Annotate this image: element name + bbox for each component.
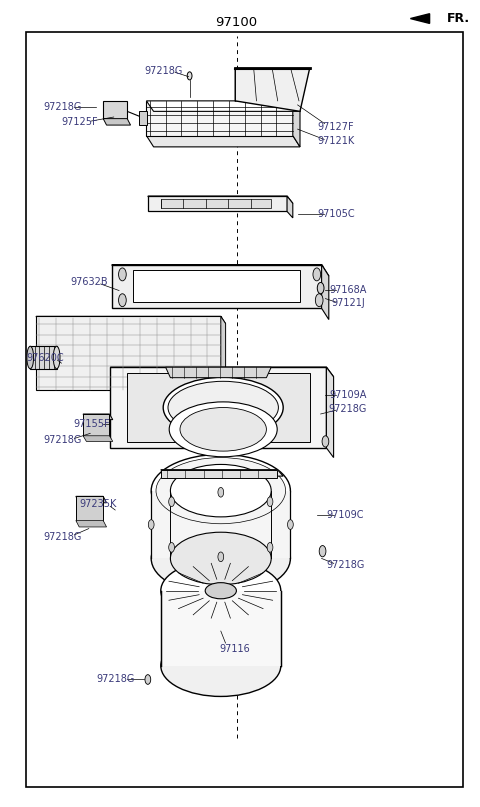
Circle shape — [313, 268, 321, 281]
Ellipse shape — [53, 346, 60, 369]
Polygon shape — [161, 470, 283, 476]
Text: 97125F: 97125F — [61, 117, 97, 127]
Text: 97218G: 97218G — [329, 404, 367, 414]
Text: 97218G: 97218G — [43, 532, 82, 541]
Ellipse shape — [180, 408, 266, 451]
Polygon shape — [112, 265, 322, 308]
Ellipse shape — [169, 402, 277, 457]
Text: 97620C: 97620C — [27, 353, 64, 363]
Text: 97168A: 97168A — [329, 285, 367, 295]
Circle shape — [168, 542, 174, 552]
Polygon shape — [166, 367, 271, 378]
Text: 97218G: 97218G — [326, 560, 365, 570]
Circle shape — [168, 497, 174, 507]
Text: 97218G: 97218G — [144, 66, 182, 76]
Polygon shape — [161, 199, 271, 208]
Ellipse shape — [151, 522, 290, 595]
Polygon shape — [103, 119, 131, 125]
Polygon shape — [36, 316, 226, 324]
Text: 97109A: 97109A — [329, 391, 367, 400]
Circle shape — [218, 552, 224, 562]
Ellipse shape — [161, 560, 281, 621]
Polygon shape — [139, 111, 147, 125]
Circle shape — [322, 436, 329, 447]
Polygon shape — [127, 373, 310, 442]
Circle shape — [267, 542, 273, 552]
Polygon shape — [110, 367, 334, 377]
Polygon shape — [287, 196, 293, 218]
Ellipse shape — [161, 635, 281, 696]
Text: 97218G: 97218G — [96, 675, 134, 684]
Polygon shape — [410, 14, 430, 23]
Circle shape — [119, 268, 126, 281]
Polygon shape — [83, 436, 113, 441]
Text: 97235K: 97235K — [80, 500, 117, 509]
Polygon shape — [83, 414, 113, 420]
Polygon shape — [293, 101, 300, 147]
Ellipse shape — [156, 458, 286, 524]
FancyBboxPatch shape — [26, 32, 463, 787]
Ellipse shape — [205, 583, 236, 599]
Polygon shape — [30, 346, 57, 369]
Circle shape — [319, 546, 326, 557]
Polygon shape — [133, 270, 300, 302]
Polygon shape — [322, 265, 329, 320]
Polygon shape — [83, 414, 109, 436]
Polygon shape — [148, 196, 293, 203]
Polygon shape — [76, 496, 103, 521]
Text: 97100: 97100 — [216, 16, 258, 29]
Polygon shape — [146, 101, 300, 111]
Ellipse shape — [163, 378, 283, 438]
Text: 97632B: 97632B — [70, 278, 108, 287]
Ellipse shape — [170, 464, 271, 517]
Text: 97127F: 97127F — [318, 122, 354, 132]
Circle shape — [119, 294, 126, 307]
Text: 97116: 97116 — [220, 644, 251, 654]
Polygon shape — [326, 367, 334, 458]
Text: 97155F: 97155F — [73, 420, 109, 429]
Circle shape — [267, 497, 273, 507]
Polygon shape — [112, 265, 329, 276]
Circle shape — [315, 294, 323, 307]
Polygon shape — [161, 591, 281, 666]
Polygon shape — [146, 136, 300, 147]
Ellipse shape — [151, 454, 290, 527]
Polygon shape — [151, 491, 290, 558]
Polygon shape — [221, 316, 226, 397]
Polygon shape — [110, 367, 326, 448]
Polygon shape — [76, 521, 107, 527]
Circle shape — [148, 520, 154, 529]
Circle shape — [317, 282, 324, 294]
Text: 97218G: 97218G — [43, 102, 82, 111]
Circle shape — [187, 72, 192, 80]
Circle shape — [145, 675, 151, 684]
Polygon shape — [235, 69, 310, 111]
Text: 97105C: 97105C — [317, 209, 355, 219]
Polygon shape — [103, 101, 127, 119]
Polygon shape — [36, 316, 221, 390]
Polygon shape — [148, 196, 287, 211]
Text: 97109C: 97109C — [327, 510, 364, 520]
Circle shape — [218, 487, 224, 497]
Text: 97121J: 97121J — [331, 299, 365, 308]
Text: 97121K: 97121K — [317, 136, 355, 146]
Polygon shape — [161, 470, 277, 478]
Text: FR.: FR. — [446, 12, 469, 25]
Ellipse shape — [170, 533, 271, 584]
Text: 97218G: 97218G — [43, 435, 82, 445]
Ellipse shape — [168, 382, 278, 434]
Polygon shape — [146, 101, 293, 136]
Polygon shape — [76, 496, 107, 503]
Circle shape — [288, 520, 293, 529]
Ellipse shape — [27, 346, 34, 369]
